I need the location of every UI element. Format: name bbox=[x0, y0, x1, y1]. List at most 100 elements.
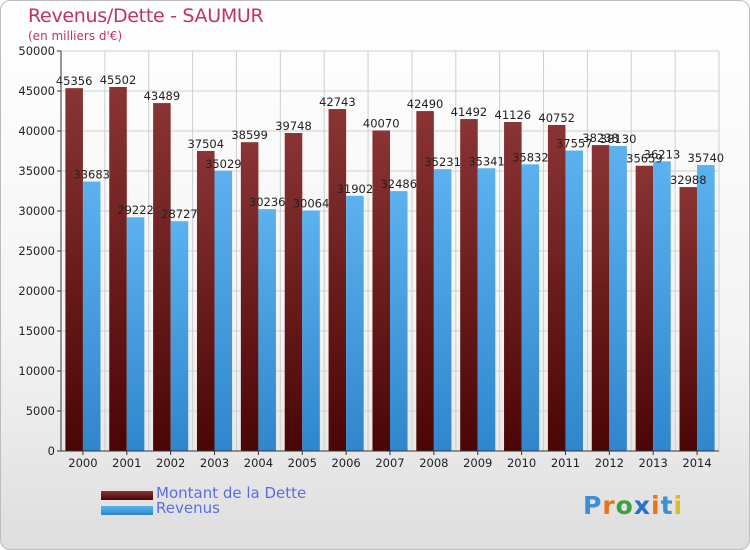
logo-letter: o bbox=[615, 491, 634, 520]
x-tick-label: 2014 bbox=[682, 456, 711, 470]
data-label-revenus: 35341 bbox=[468, 154, 505, 168]
bar-revenus bbox=[126, 217, 145, 451]
data-label-revenus: 30236 bbox=[249, 195, 286, 209]
data-label-dette: 35659 bbox=[626, 152, 663, 166]
data-labels: 45356 33683 45502 29222 43489 28727 37504 35029… bbox=[56, 73, 724, 221]
bar-revenus bbox=[697, 165, 715, 451]
legend-label-revenus: Revenus bbox=[156, 499, 220, 517]
bar-revenus bbox=[214, 170, 233, 451]
x-tick-label: 2008 bbox=[419, 456, 448, 470]
bar-dette bbox=[504, 121, 522, 451]
bar-dette bbox=[460, 119, 478, 452]
y-tick-label: 40000 bbox=[18, 124, 55, 138]
data-label-revenus: 35832 bbox=[512, 150, 549, 164]
bar-dette bbox=[635, 165, 654, 451]
x-tick-label: 2001 bbox=[112, 456, 141, 470]
data-label-dette: 41126 bbox=[495, 108, 532, 122]
logo-letter: P bbox=[583, 491, 603, 520]
y-tick-label: 45000 bbox=[18, 84, 55, 98]
y-tick-label: 30000 bbox=[18, 204, 55, 218]
bar-dette bbox=[372, 130, 390, 451]
bar-dette bbox=[109, 86, 127, 451]
data-label-dette: 32988 bbox=[670, 173, 707, 187]
bar-revenus bbox=[170, 221, 189, 451]
bar-revenus bbox=[521, 164, 540, 451]
data-label-revenus: 37557 bbox=[556, 137, 593, 151]
x-tick-label: 2013 bbox=[639, 456, 668, 470]
data-label-revenus: 38130 bbox=[600, 132, 637, 146]
x-tick-label: 2005 bbox=[288, 456, 317, 470]
data-label-revenus: 35029 bbox=[205, 157, 242, 171]
bar-dette bbox=[547, 124, 566, 451]
y-tick-label: 25000 bbox=[18, 244, 55, 258]
data-label-dette: 45502 bbox=[100, 73, 137, 87]
data-label-revenus: 29222 bbox=[117, 203, 154, 217]
data-label-dette: 38599 bbox=[231, 128, 268, 142]
bar-dette bbox=[591, 145, 610, 451]
x-tick-label: 2006 bbox=[331, 456, 360, 470]
data-label-dette: 43489 bbox=[144, 89, 181, 103]
x-tick-label: 2007 bbox=[375, 456, 404, 470]
data-label-dette: 45356 bbox=[56, 74, 93, 88]
bar-revenus bbox=[653, 161, 671, 451]
bar-revenus bbox=[609, 145, 627, 451]
data-label-dette: 40752 bbox=[538, 111, 575, 125]
x-tick-label: 2012 bbox=[595, 456, 624, 470]
legend-swatch-dette bbox=[101, 491, 153, 500]
x-tick-label: 2010 bbox=[507, 456, 536, 470]
legend-label-dette: Montant de la Dette bbox=[156, 484, 307, 502]
chart-subtitle: (en milliers d'€) bbox=[28, 29, 123, 43]
bar-dette bbox=[65, 88, 83, 451]
chart-title: Revenus/Dette - SAUMUR bbox=[28, 5, 264, 27]
bar-revenus bbox=[433, 169, 452, 452]
data-label-dette: 42490 bbox=[407, 97, 444, 111]
data-label-revenus: 35231 bbox=[424, 155, 461, 169]
data-label-revenus: 36213 bbox=[644, 147, 681, 161]
logo-letter: i bbox=[651, 491, 661, 520]
logo-letter: t bbox=[660, 491, 674, 520]
data-label-dette: 39748 bbox=[275, 119, 312, 133]
bar-dette bbox=[284, 133, 303, 452]
x-tick-label: 2003 bbox=[200, 456, 229, 470]
bar-revenus bbox=[477, 168, 496, 451]
bar-dette bbox=[153, 103, 171, 451]
x-tick-label: 2009 bbox=[463, 456, 492, 470]
data-label-dette: 40070 bbox=[363, 116, 400, 130]
logo-letter: r bbox=[602, 491, 616, 520]
x-tick-label: 2002 bbox=[156, 456, 185, 470]
bar-dette bbox=[416, 111, 434, 451]
bar-dette bbox=[240, 142, 259, 451]
bar-dette bbox=[679, 187, 698, 451]
logo-letter: i bbox=[673, 491, 684, 520]
x-tick-label: 2004 bbox=[244, 456, 273, 470]
bar-dette bbox=[196, 150, 215, 451]
bar-revenus bbox=[258, 209, 276, 451]
data-label-dette: 38238 bbox=[582, 131, 619, 145]
bar-revenus bbox=[302, 210, 320, 451]
bar-revenus bbox=[565, 150, 584, 451]
y-tick-label: 15000 bbox=[18, 324, 55, 338]
data-label-dette: 37504 bbox=[187, 137, 224, 151]
legend-swatch-revenus bbox=[101, 506, 153, 515]
proxiti-logo: Proxiti bbox=[583, 491, 683, 520]
bars bbox=[65, 86, 715, 452]
axes: 0 5000 10000 15000 20000 25000 30000 35000 40000… bbox=[18, 44, 719, 470]
y-tick-label: 5000 bbox=[26, 404, 55, 418]
data-label-dette: 42743 bbox=[319, 95, 356, 109]
data-label-revenus: 33683 bbox=[73, 168, 110, 182]
y-tick-label: 35000 bbox=[18, 164, 55, 178]
data-label-revenus: 28727 bbox=[161, 207, 198, 221]
x-tick-label: 2000 bbox=[68, 456, 97, 470]
y-tick-label: 10000 bbox=[18, 364, 55, 378]
logo-letter: x bbox=[633, 491, 651, 520]
data-label-revenus: 30064 bbox=[293, 196, 330, 210]
x-tick-label: 2011 bbox=[551, 456, 580, 470]
data-label-dette: 41492 bbox=[451, 105, 488, 119]
y-tick-label: 20000 bbox=[18, 284, 55, 298]
bar-revenus bbox=[82, 181, 101, 451]
data-label-revenus: 31902 bbox=[337, 182, 374, 196]
data-label-revenus: 32486 bbox=[380, 177, 417, 191]
bar-dette bbox=[328, 109, 347, 451]
